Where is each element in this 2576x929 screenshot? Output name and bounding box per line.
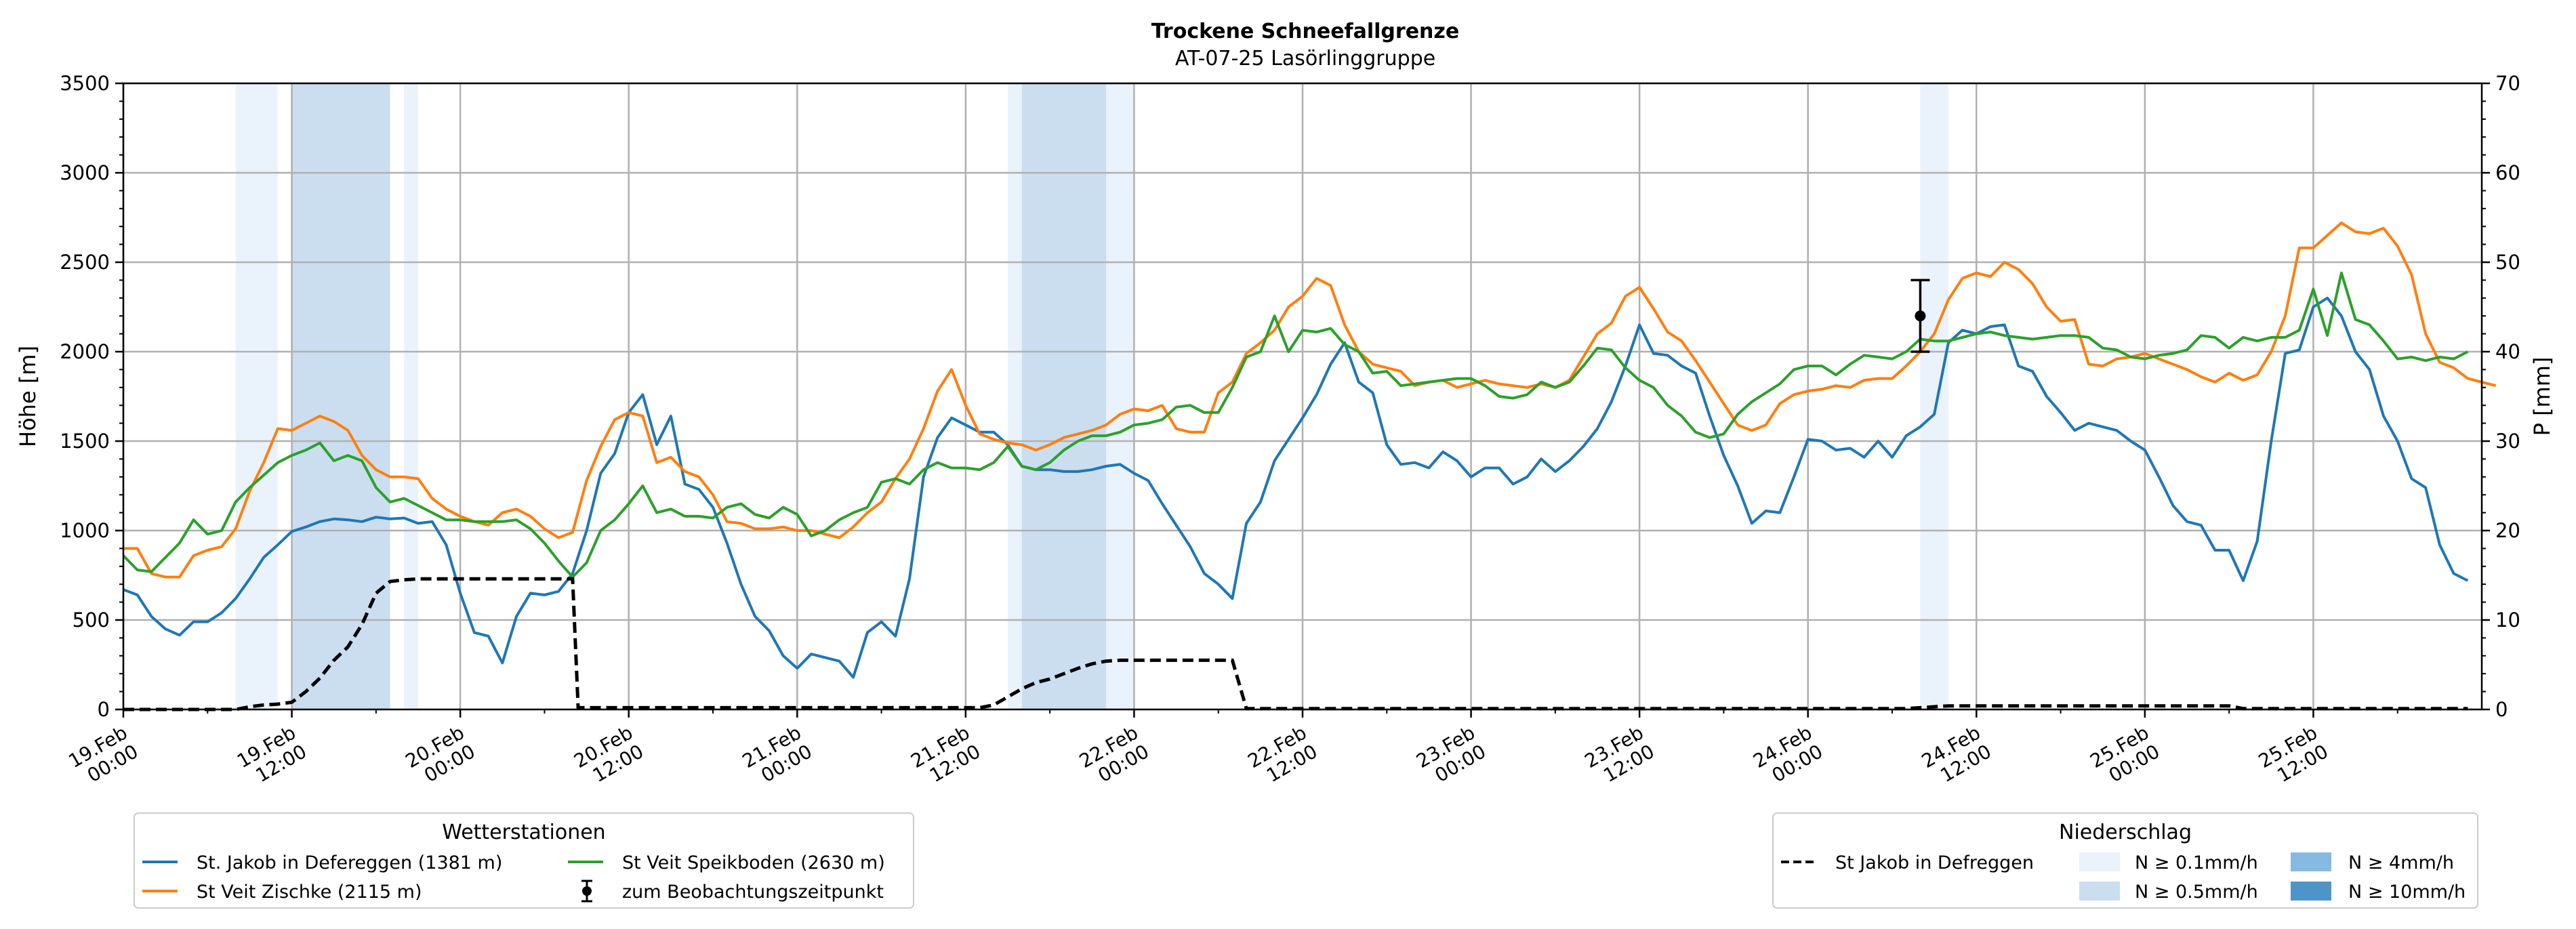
x-tick-label-7: 22.Feb12:00	[1244, 721, 1321, 791]
chart-subtitle: AT-07-25 Lasörlinggruppe	[1175, 47, 1435, 70]
legend-swatch-observation	[581, 880, 592, 903]
legend-precip-title: Niederschlag	[2059, 821, 2192, 844]
precip-band-4	[1021, 83, 1106, 709]
legend-label-observation: zum Beobachtungszeitpunkt	[622, 882, 884, 903]
legend-swatch-n4	[2291, 852, 2331, 871]
x-tick-label-5: 21.Feb12:00	[907, 721, 984, 791]
precipitation-shading	[235, 83, 1948, 709]
x-tick-label-11: 24.Feb12:00	[1918, 721, 1995, 791]
legend-swatch-n10	[2291, 882, 2331, 901]
legend-stations-title: Wetterstationen	[442, 821, 605, 844]
legend-label-n01: N ≥ 0.1mm/h	[2135, 852, 2258, 873]
legend-label-precip-line: St Jakob in Defreggen	[1835, 852, 2034, 873]
legend-precipitation: Niederschlag St Jakob in Defreggen N ≥ 0…	[1772, 812, 2478, 909]
precip-band-2	[404, 83, 418, 709]
legend-label-n4: N ≥ 4mm/h	[2348, 852, 2454, 873]
x-tick-label-1: 19.Feb12:00	[233, 721, 310, 791]
precip-band-5	[1106, 83, 1134, 709]
y-tick-label-2: 1000	[60, 519, 110, 542]
y2-tick-label-5: 50	[2495, 251, 2520, 274]
x-tick-label-9: 23.Feb12:00	[1581, 721, 1658, 791]
observation-point	[1915, 310, 1926, 322]
x-tick-label-0: 19.Feb00:00	[64, 721, 142, 791]
precip-band-0	[235, 83, 278, 709]
precip-band-1	[291, 83, 390, 709]
legend-label-st-jakob: St. Jakob in Defereggen (1381 m)	[197, 852, 502, 873]
x-tick-label-2: 20.Feb00:00	[402, 721, 479, 791]
series-line-0	[123, 296, 2469, 679]
grid	[122, 82, 2482, 711]
y2-tick-label-2: 20	[2495, 519, 2520, 542]
y2-tick-label-7: 70	[2495, 72, 2520, 95]
legend-stations: Wetterstationen St. Jakob in Defereggen …	[134, 812, 914, 909]
y-tick-label-3: 1500	[60, 430, 110, 453]
y2-axis-label: P [mm]	[2529, 357, 2555, 436]
x-tick-label-6: 22.Feb00:00	[1076, 721, 1153, 791]
x-tick-label-3: 20.Feb12:00	[570, 721, 647, 791]
series-group	[122, 221, 2497, 711]
legend-stations-frame	[134, 812, 914, 909]
legend-label-speikboden: St Veit Speikboden (2630 m)	[622, 852, 885, 873]
y2-tick-label-3: 30	[2495, 430, 2520, 453]
legend-label-zischke: St Veit Zischke (2115 m)	[197, 882, 422, 903]
y2-tick-label-1: 10	[2495, 608, 2520, 632]
y-axis-label: Höhe [m]	[15, 346, 41, 447]
x-tick-label-10: 24.Feb00:00	[1749, 721, 1826, 791]
legend-label-n10: N ≥ 10mm/h	[2348, 882, 2466, 903]
legend-swatch-n01	[2079, 852, 2120, 871]
x-tick-label-12: 25.Feb00:00	[2086, 721, 2163, 791]
precip-band-6	[1920, 83, 1948, 709]
y2-tick-label-4: 40	[2495, 340, 2520, 363]
series-line-2	[122, 271, 2469, 579]
y-tick-label-5: 2500	[60, 251, 110, 274]
series-line-1	[123, 221, 2497, 579]
y-tick-label-4: 2000	[60, 340, 110, 363]
legend-label-n05: N ≥ 0.5mm/h	[2135, 882, 2258, 903]
y2-tick-label-0: 0	[2495, 698, 2508, 721]
y-tick-label-0: 0	[98, 698, 110, 721]
y2-tick-label-6: 60	[2495, 161, 2520, 184]
legend-swatch-n05	[2079, 882, 2120, 901]
y-tick-label-6: 3000	[60, 161, 110, 184]
y-tick-label-7: 3500	[60, 72, 110, 95]
x-tick-label-13: 25.Feb12:00	[2255, 721, 2332, 791]
precip-line	[123, 577, 2468, 711]
chart-title: Trockene Schneefallgrenze	[1151, 20, 1459, 43]
x-tick-label-8: 23.Feb00:00	[1412, 721, 1490, 791]
axes: 0 500 1000 1500 2000 2500 3000 3500 0 10 20 30 40 50 6…	[60, 72, 2520, 791]
precip-band-3	[1008, 83, 1022, 709]
y-tick-label-1: 500	[73, 608, 110, 632]
x-tick-label-4: 21.Feb00:00	[739, 721, 816, 791]
